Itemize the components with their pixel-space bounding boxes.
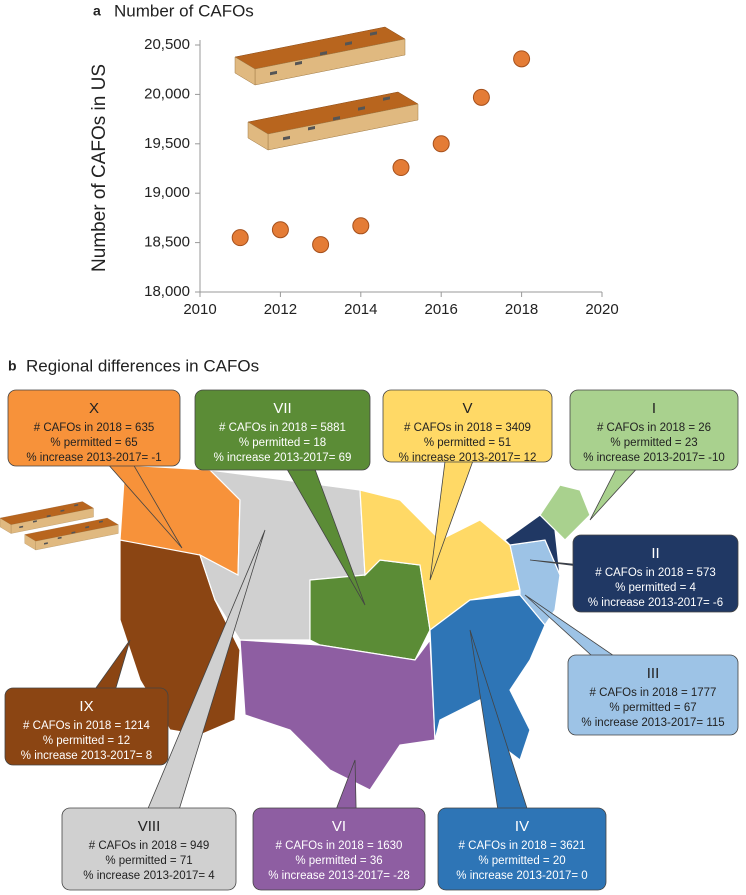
x-tick-label: 2012 (264, 301, 297, 318)
y-tick-label: 19,000 (144, 184, 190, 201)
y-tick-label: 20,000 (144, 85, 190, 102)
region-stat: % permitted = 36 (295, 855, 382, 867)
callout-box (194, 389, 371, 471)
region-name: III (647, 665, 660, 682)
callout-box (572, 534, 739, 613)
region-name: IX (79, 698, 93, 715)
region-stat: # CAFOs in 2018 = 26 (597, 422, 711, 434)
callout-box (382, 389, 553, 463)
region-stat: % permitted = 4 (615, 582, 696, 594)
panel-letter: a (93, 3, 101, 19)
region-stat: # CAFOs in 2018 = 5881 (219, 422, 346, 434)
region-stat: % increase 2013-2017= 0 (456, 870, 587, 882)
callout: VIII # CAFOs in 2018 = 949 % permitted = 7… (61, 529, 266, 891)
region-stat: # CAFOs in 2018 = 1214 (23, 720, 151, 732)
region-stat: # CAFOs in 2018 = 635 (34, 422, 155, 434)
region-stat: % increase 2013-2017= 8 (21, 750, 152, 762)
region-stat: # CAFOs in 2018 = 1777 (590, 687, 717, 699)
region-name: II (651, 545, 659, 562)
callout-box (437, 807, 607, 891)
chart-title: Number of CAFOs (114, 1, 254, 20)
x-tick-label: 2010 (183, 301, 216, 318)
callout: IX # CAFOs in 2018 = 1214 % permitted = 12… (4, 639, 169, 766)
region-name: IV (515, 818, 529, 835)
scatter-panel: a Number of CAFOs Number of CAFOs in US … (89, 1, 619, 317)
region-stat: % permitted = 51 (424, 437, 511, 449)
region-stat: % permitted = 67 (609, 702, 696, 714)
point (513, 50, 531, 68)
region-name: V (462, 400, 472, 417)
callout-box (7, 389, 181, 467)
region-stat: % increase 2013-2017= -28 (268, 870, 410, 882)
region-stat: % increase 2013-2017= 12 (399, 452, 537, 464)
region-stat: % increase 2013-2017= -1 (26, 452, 161, 464)
y-tick-label: 18,000 (144, 283, 190, 300)
region-stat: % permitted = 12 (43, 735, 130, 747)
callout-box (567, 654, 739, 736)
region-stat: % increase 2013-2017= 115 (581, 717, 724, 729)
region-stat: % permitted = 71 (105, 855, 192, 867)
y-tick-label: 19,500 (144, 135, 190, 152)
map-panel: b Regional differences in CAFOs X # CAFOs… (0, 356, 739, 891)
x-tick-label: 2018 (505, 301, 538, 318)
region-v (359, 489, 521, 632)
callout: V # CAFOs in 2018 = 3409 % permitted = 51%… (382, 389, 553, 581)
callouts: X # CAFOs in 2018 = 635 % permitted = 65 % … (4, 389, 739, 891)
callout: X # CAFOs in 2018 = 635 % permitted = 65 % … (7, 389, 183, 549)
callout: II # CAFOs in 2018 = 573 % permitted = 4 % … (529, 534, 739, 613)
point (271, 221, 289, 239)
y-tick-label: 18,500 (144, 234, 190, 251)
point (392, 159, 410, 177)
region-vi (239, 638, 436, 791)
region-name: VI (332, 818, 346, 835)
region-stat: % permitted = 23 (610, 437, 697, 449)
panel-title: Regional differences in CAFOs (26, 356, 259, 375)
region-name: I (652, 400, 656, 417)
region-stat: # CAFOs in 2018 = 949 (89, 840, 210, 852)
callout: III # CAFOs in 2018 = 1777 % permitted = 6… (524, 594, 739, 736)
x-tick-label: 2020 (585, 301, 618, 318)
region-stat: % increase 2013-2017= 4 (83, 870, 215, 882)
y-tick-label: 20,500 (144, 36, 190, 53)
region-stat: % permitted = 65 (50, 437, 137, 449)
point (432, 135, 450, 153)
callout: IV # CAFOs in 2018 = 3621 % permitted = 20… (437, 629, 607, 891)
point (472, 88, 490, 106)
point (231, 229, 249, 247)
callout-box (252, 807, 426, 891)
point (352, 217, 370, 235)
region-name: VIII (138, 818, 161, 835)
region-stat: # CAFOs in 2018 = 3409 (404, 422, 531, 434)
region-stat: % permitted = 18 (239, 437, 326, 449)
y-axis-label: Number of CAFOs in US (89, 64, 110, 272)
barn-icon (247, 91, 419, 151)
region-name: X (89, 400, 99, 417)
barn-icon (234, 26, 406, 86)
region-stat: % increase 2013-2017= -10 (583, 452, 725, 464)
callout-box (4, 687, 169, 766)
region-stat: # CAFOs in 2018 = 573 (595, 567, 716, 579)
point (312, 236, 330, 254)
region-stat: % increase 2013-2017= 69 (214, 452, 352, 464)
region-stat: % increase 2013-2017= -6 (588, 597, 723, 609)
panel-letter: b (8, 358, 17, 374)
x-tick-label: 2016 (425, 301, 458, 318)
region-stat: % permitted = 20 (478, 855, 565, 867)
region-stat: # CAFOs in 2018 = 1630 (276, 840, 403, 852)
region-name: VII (273, 400, 291, 417)
callout: I # CAFOs in 2018 = 26 % permitted = 23 % i… (569, 389, 739, 521)
callout: VII # CAFOs in 2018 = 5881 % permitted = 1… (194, 389, 371, 606)
region-i (539, 484, 591, 541)
callout: VI # CAFOs in 2018 = 1630 % permitted = 36… (252, 759, 426, 891)
region-stat: # CAFOs in 2018 = 3621 (459, 840, 586, 852)
callout-box (61, 807, 237, 891)
x-tick-label: 2014 (344, 301, 377, 318)
callout-box (569, 389, 739, 471)
